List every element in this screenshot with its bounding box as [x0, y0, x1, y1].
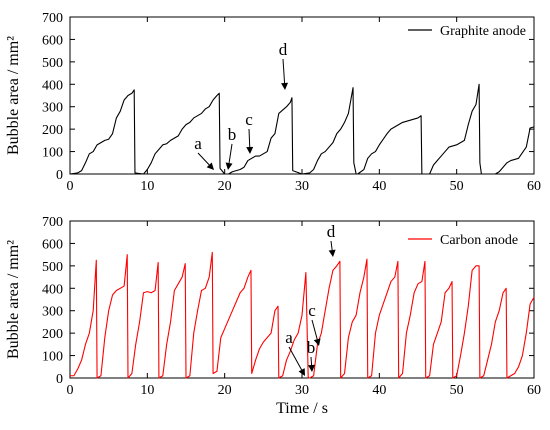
y-tick-label: 400 [42, 282, 63, 297]
y-tick-label: 600 [42, 237, 63, 252]
annotation-arrow-b [310, 356, 313, 366]
legend-label: Carbon anode [440, 233, 518, 248]
annotation-arrowhead-a [206, 162, 214, 170]
y-axis-label: Bubble area / mm² [5, 240, 22, 359]
y-tick-label: 200 [42, 123, 63, 138]
annotation-arrow-c [248, 128, 251, 148]
annotation-arrow-a [288, 346, 303, 371]
annotation-label-b: b [228, 125, 237, 144]
y-tick-label: 0 [56, 168, 63, 183]
annotation-arrowhead-c [246, 146, 254, 154]
y-tick-label: 500 [42, 260, 63, 275]
chart-panel-2: 0 10 20 30 40 50 600100200300400500600700Bubbl… [5, 215, 541, 417]
annotation-arrowhead-d [281, 82, 289, 90]
series-line-1 [69, 83, 535, 175]
annotation-arrowhead-c [313, 338, 321, 346]
y-tick-label: 600 [42, 33, 63, 48]
annotation-label-d: d [279, 40, 288, 59]
annotation-arrow-c [311, 319, 318, 340]
x-tick-label: 30 [295, 383, 309, 398]
annotation-arrow-d [282, 58, 286, 84]
y-axis-label: Bubble area / mm² [5, 36, 22, 155]
x-tick-label: 0 [67, 383, 74, 398]
x-tick-label: 20 [218, 383, 232, 398]
chart-panel-1: 0 10 20 30 40 50 600100200300400500600700Bubbl… [5, 11, 541, 194]
x-tick-label: 10 [140, 179, 154, 194]
annotation-label-d: d [327, 222, 336, 241]
annotation-label-c: c [308, 301, 316, 320]
x-tick-label: 40 [372, 179, 386, 194]
x-tick-label: 0 [67, 179, 74, 194]
x-tick-label: 50 [450, 383, 464, 398]
annotation-arrow-d [330, 240, 333, 251]
y-tick-label: 700 [42, 215, 63, 230]
annotation-arrowhead-b [225, 162, 233, 170]
x-tick-label: 40 [372, 383, 386, 398]
annotation-label-b: b [307, 338, 316, 357]
x-tick-label: 10 [140, 383, 154, 398]
annotation-arrowhead-d [328, 249, 336, 257]
y-tick-label: 500 [42, 56, 63, 71]
y-tick-label: 300 [42, 101, 63, 116]
x-tick-label: 30 [295, 179, 309, 194]
annotation-arrow-b [228, 143, 233, 164]
y-tick-label: 200 [42, 327, 63, 342]
y-tick-label: 100 [42, 146, 63, 161]
y-tick-label: 100 [42, 350, 63, 365]
x-tick-label: 60 [527, 179, 541, 194]
x-tick-label: 20 [218, 179, 232, 194]
x-tick-label: 50 [450, 179, 464, 194]
series-line-1 [70, 251, 535, 379]
y-tick-label: 700 [42, 11, 63, 26]
plot-frame [69, 16, 535, 175]
annotation-label-a: a [285, 328, 293, 347]
annotation-label-a: a [194, 134, 202, 153]
x-tick-label: 60 [527, 383, 541, 398]
annotation-arrowhead-a [298, 368, 305, 376]
annotation-arrowhead-b [308, 364, 316, 372]
x-axis-label: Time / s [276, 400, 328, 417]
y-tick-label: 400 [42, 78, 63, 93]
annotation-arrow-a [197, 152, 210, 166]
y-tick-label: 300 [42, 305, 63, 320]
legend-label: Graphite anode [440, 24, 526, 39]
y-tick-label: 0 [56, 372, 63, 387]
annotation-label-c: c [245, 110, 253, 129]
